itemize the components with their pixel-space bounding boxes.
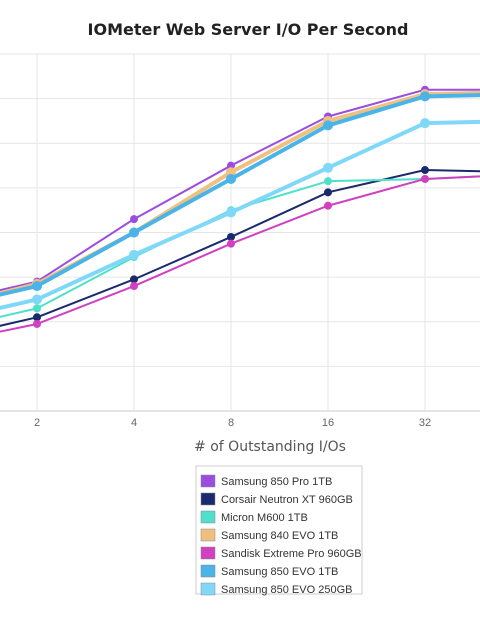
- series-lines: [0, 85, 480, 333]
- x-tick-label: 4: [131, 417, 137, 429]
- legend-swatch: [200, 528, 216, 542]
- legend-swatch: [200, 510, 216, 524]
- data-point: [130, 275, 138, 284]
- legend-swatch: [200, 564, 216, 578]
- x-axis-label: # of Outstanding I/Os: [194, 439, 346, 455]
- data-point: [324, 201, 332, 210]
- data-point: [421, 174, 429, 183]
- series-line: [0, 91, 480, 297]
- data-point: [129, 227, 139, 238]
- data-point: [129, 249, 139, 260]
- data-point: [227, 161, 235, 170]
- data-point: [324, 177, 332, 186]
- legend-item: Sandisk Extreme Pro 960GB: [200, 546, 362, 560]
- x-tick-label: 16: [322, 417, 334, 429]
- legend-swatch: [200, 474, 216, 488]
- data-point: [32, 281, 42, 292]
- legend-swatch: [200, 492, 216, 506]
- data-point: [323, 162, 333, 173]
- legend-label: Samsung 850 EVO 1TB: [221, 566, 338, 578]
- data-point: [420, 91, 430, 102]
- legend-item: Samsung 850 EVO 1TB: [200, 564, 338, 578]
- data-point: [33, 319, 41, 328]
- data-point: [33, 304, 41, 313]
- x-tick-label: 2: [34, 417, 40, 429]
- x-tick-label: 8: [228, 417, 234, 429]
- series-path: [0, 175, 480, 318]
- legend-swatch: [200, 546, 216, 560]
- legend-label: Samsung 840 EVO 1TB: [221, 530, 338, 542]
- legend-item: Samsung 840 EVO 1TB: [200, 528, 338, 542]
- series-line: [0, 89, 480, 296]
- legend: Samsung 850 Pro 1TB Corsair Neutron XT 96…: [195, 465, 363, 596]
- series-path: [0, 119, 480, 311]
- legend-label: Micron M600 1TB: [221, 512, 308, 524]
- series-path: [0, 90, 480, 296]
- series-path: [0, 93, 480, 297]
- series-line: [0, 166, 480, 327]
- series-path: [0, 88, 480, 292]
- data-point: [226, 173, 236, 184]
- chart-title: IOMeter Web Server I/O Per Second: [88, 20, 409, 39]
- data-point: [32, 294, 42, 305]
- data-point: [130, 282, 138, 291]
- data-point: [226, 207, 236, 218]
- series-line: [0, 174, 480, 333]
- legend-label: Sandisk Extreme Pro 960GB: [221, 548, 362, 560]
- data-point: [227, 239, 235, 248]
- series-line: [0, 174, 480, 318]
- series-line: [0, 85, 480, 292]
- data-point: [227, 232, 235, 241]
- data-point: [421, 166, 429, 175]
- data-point: [324, 188, 332, 197]
- series-line: [0, 118, 480, 311]
- legend-item: Micron M600 1TB: [200, 510, 308, 524]
- data-point: [323, 120, 333, 131]
- data-point: [130, 215, 138, 224]
- legend-item: Corsair Neutron XT 960GB: [200, 492, 353, 506]
- series-path: [0, 169, 480, 327]
- x-tick-label: 32: [419, 417, 431, 429]
- legend-item: Samsung 850 EVO 250GB: [200, 582, 352, 596]
- data-point: [33, 313, 41, 322]
- x-tick-labels: 2 4 8 16 32: [34, 417, 431, 429]
- legend-item: Samsung 850 Pro 1TB: [200, 474, 332, 488]
- legend-swatch: [200, 582, 216, 596]
- legend-label: Corsair Neutron XT 960GB: [221, 494, 353, 506]
- legend-label: Samsung 850 EVO 250GB: [221, 584, 352, 596]
- data-point: [420, 118, 430, 129]
- legend-label: Samsung 850 Pro 1TB: [221, 476, 332, 488]
- legend-box: [195, 465, 363, 595]
